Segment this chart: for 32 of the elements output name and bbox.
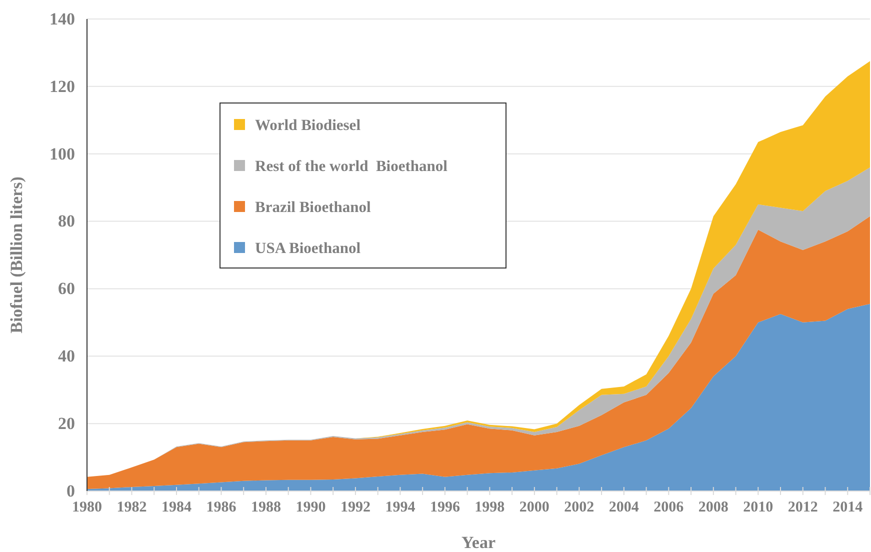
- y-axis-title: Biofuel (Billion liters): [7, 176, 26, 334]
- y-tick-label: 0: [66, 481, 75, 500]
- legend-label: World Biodiesel: [255, 117, 362, 134]
- x-tick-label: 1996: [430, 500, 460, 516]
- y-tick-label: 80: [58, 212, 75, 231]
- y-tick-label: 20: [58, 414, 75, 434]
- y-tick-label: 60: [58, 279, 75, 298]
- x-tick-label: 2004: [608, 500, 640, 516]
- x-tick-label: 1994: [385, 500, 416, 516]
- x-tick-label: 2014: [832, 500, 864, 516]
- y-tick-label: 100: [50, 144, 75, 164]
- x-tick-label: 1990: [296, 500, 326, 516]
- legend-label: Rest of the world Bioethanol: [255, 158, 448, 175]
- legend-label: USA Bioethanol: [255, 240, 362, 257]
- x-tick-label: 2006: [654, 500, 684, 516]
- x-tick-label: 1986: [206, 500, 237, 516]
- x-tick-label: 1992: [340, 500, 370, 516]
- y-tick-label: 140: [50, 9, 75, 28]
- x-tick-label: 2008: [698, 500, 728, 516]
- y-tick-label: 40: [58, 346, 75, 366]
- x-tick-label: 2002: [564, 500, 594, 516]
- y-tick-label: 120: [50, 76, 75, 96]
- x-tick-label: 1982: [116, 500, 147, 516]
- x-tick-label: 1980: [72, 500, 102, 516]
- x-tick-label: 1984: [161, 500, 192, 516]
- x-axis-title: Year: [462, 533, 496, 552]
- x-tick-label: 1998: [474, 500, 505, 516]
- x-tick-label: 1988: [250, 500, 281, 516]
- x-tick-label: 2000: [519, 500, 550, 516]
- legend-label: Brazil Bioethanol: [255, 199, 372, 216]
- x-tick-label: 2012: [788, 500, 818, 516]
- x-tick-label: 2010: [743, 500, 774, 516]
